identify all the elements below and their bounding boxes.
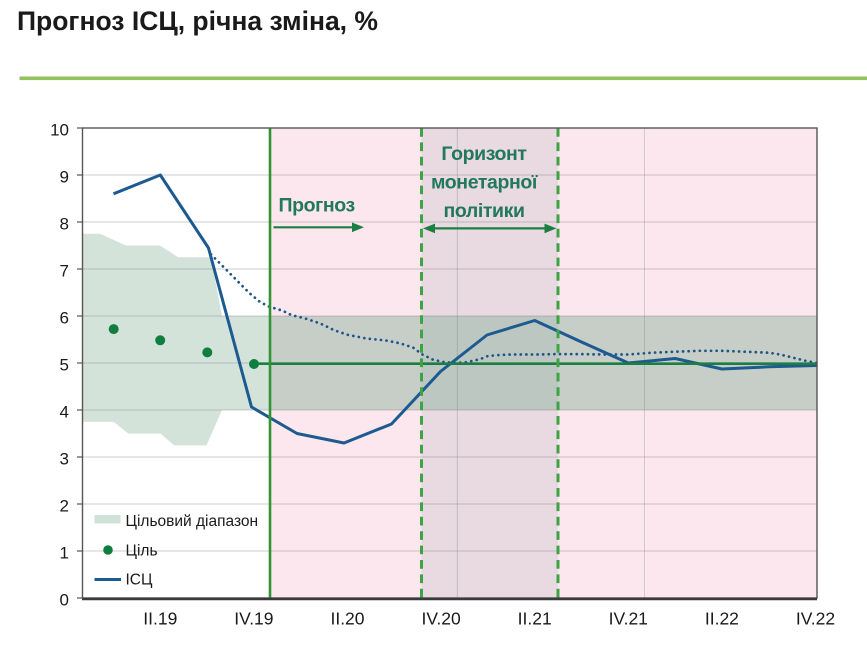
svg-text:монетарної: монетарної — [431, 172, 538, 194]
svg-text:2: 2 — [60, 496, 69, 515]
svg-text:0: 0 — [60, 590, 69, 609]
svg-text:IV.20: IV.20 — [421, 609, 461, 629]
svg-text:Прогноз: Прогноз — [279, 195, 356, 217]
svg-text:10: 10 — [50, 120, 69, 139]
svg-text:IV.21: IV.21 — [609, 609, 648, 629]
svg-text:3: 3 — [60, 449, 69, 468]
svg-text:9: 9 — [60, 167, 69, 186]
svg-text:Ціль: Ціль — [126, 543, 158, 560]
svg-text:II.22: II.22 — [705, 609, 739, 629]
svg-text:II.21: II.21 — [518, 609, 552, 629]
svg-text:політики: політики — [443, 200, 524, 222]
svg-text:Прогноз ІСЦ, річна зміна, %: Прогноз ІСЦ, річна зміна, % — [17, 6, 378, 36]
svg-text:Горизонт: Горизонт — [441, 143, 526, 165]
svg-text:1: 1 — [60, 543, 69, 562]
svg-text:5: 5 — [60, 355, 69, 374]
svg-text:7: 7 — [60, 261, 69, 280]
svg-text:II.20: II.20 — [330, 609, 364, 629]
svg-text:ІСЦ: ІСЦ — [126, 572, 154, 589]
svg-text:8: 8 — [60, 214, 69, 233]
svg-text:II.19: II.19 — [143, 609, 177, 629]
svg-text:4: 4 — [60, 402, 69, 421]
svg-text:IV.22: IV.22 — [796, 609, 835, 629]
svg-text:6: 6 — [60, 308, 69, 327]
svg-text:IV.19: IV.19 — [234, 609, 273, 629]
svg-text:Цільовий діапазон: Цільовий діапазон — [126, 513, 259, 530]
